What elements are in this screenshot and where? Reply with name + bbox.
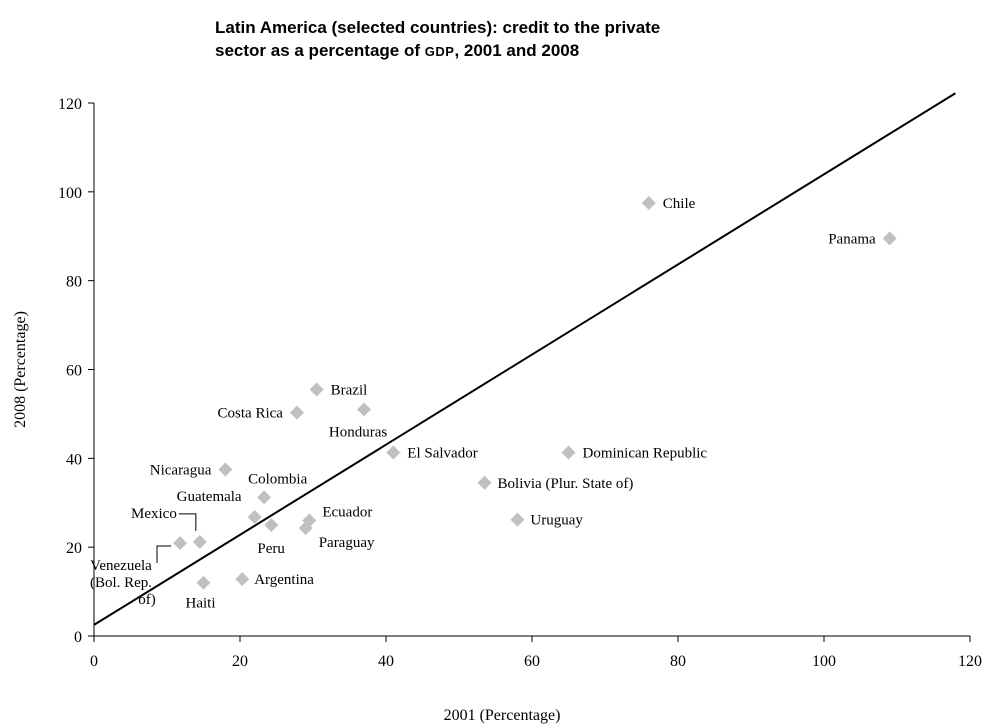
label-brazil: Brazil	[331, 382, 368, 398]
y-tick-label: 100	[58, 185, 82, 202]
point-labels: Chile Panama Brazil Costa Rica Honduras El Sa…	[90, 196, 876, 612]
y-axis-label: 2008 (Percentage)	[12, 311, 29, 428]
label-dominican-republic: Dominican Republic	[583, 446, 708, 462]
label-argentina: Argentina	[254, 572, 314, 588]
label-colombia: Colombia	[248, 471, 308, 487]
point-panama	[882, 231, 897, 246]
point-venezuela-bol-rep-of	[173, 536, 188, 551]
point-honduras	[357, 402, 372, 417]
point-paraguay	[298, 521, 313, 536]
y-tick-label: 40	[66, 451, 82, 468]
chart-title-gdp-abbr: GDP	[424, 44, 455, 59]
y-tick-label: 120	[58, 96, 82, 113]
y-tick-label: 60	[66, 363, 82, 380]
x-tick-label: 100	[812, 653, 836, 670]
chart-title: Latin America (selected countries): cred…	[215, 16, 915, 63]
label-panama: Panama	[828, 231, 876, 247]
point-guatemala	[247, 509, 262, 524]
x-tick-label: 120	[958, 653, 982, 670]
chart-title-line2-post: , 2001 and 2008	[454, 41, 580, 60]
chart-title-line1: Latin America (selected countries): cred…	[215, 18, 661, 37]
x-tick-label: 20	[232, 653, 248, 670]
label-nicaragua: Nicaragua	[150, 462, 212, 478]
label-venezuela-bol-rep-of: Venezuela (Bol. Rep. of)	[90, 558, 156, 608]
point-peru	[264, 517, 279, 532]
point-colombia	[257, 490, 272, 505]
point-uruguay	[510, 512, 525, 527]
label-paraguay: Paraguay	[319, 535, 375, 551]
label-el-salvador: El Salvador	[407, 446, 477, 462]
label-peru: Peru	[257, 541, 285, 557]
x-tick-label: 40	[378, 653, 394, 670]
label-bolivia-plur-state-of: Bolivia (Plur. State of)	[498, 476, 634, 492]
point-haiti	[196, 575, 211, 590]
point-chile	[641, 195, 656, 210]
chart-title-line2-pre: sector as a percentage of	[215, 41, 425, 60]
data-points	[173, 195, 897, 590]
label-honduras: Honduras	[329, 424, 387, 440]
y-tick-label: 20	[66, 540, 82, 557]
point-nicaragua	[218, 462, 233, 477]
x-tick-label: 80	[670, 653, 686, 670]
label-costa-rica: Costa Rica	[218, 406, 284, 422]
label-ecuador: Ecuador	[322, 505, 372, 521]
label-chile: Chile	[663, 196, 696, 212]
y-tick-label: 80	[66, 274, 82, 291]
x-tick-label: 60	[524, 653, 540, 670]
tick-labels: 0 20 40 60 80 100 120 0 20 40 60 80 100 120	[58, 96, 982, 670]
leader-venezuela	[156, 545, 172, 563]
leader-lines	[156, 513, 197, 563]
x-tick-label: 0	[90, 653, 98, 670]
chart-title-line2: sector as a percentage of GDP, 2001 and …	[215, 39, 915, 63]
label-uruguay: Uruguay	[530, 513, 583, 529]
label-mexico: Mexico	[131, 506, 177, 522]
y-tick-label: 0	[74, 629, 82, 646]
point-mexico	[192, 534, 207, 549]
point-costa-rica	[289, 405, 304, 420]
x-axis-label: 2001 (Percentage)	[444, 707, 561, 724]
label-guatemala: Guatemala	[177, 489, 242, 505]
point-el-salvador	[386, 445, 401, 460]
point-bolivia-plur-state-of	[477, 475, 492, 490]
point-argentina	[235, 572, 250, 587]
point-dominican-republic	[561, 445, 576, 460]
trend-line	[93, 92, 956, 626]
leader-mexico	[178, 513, 197, 531]
point-brazil	[309, 382, 324, 397]
axes	[88, 102, 971, 642]
label-haiti: Haiti	[186, 596, 216, 612]
